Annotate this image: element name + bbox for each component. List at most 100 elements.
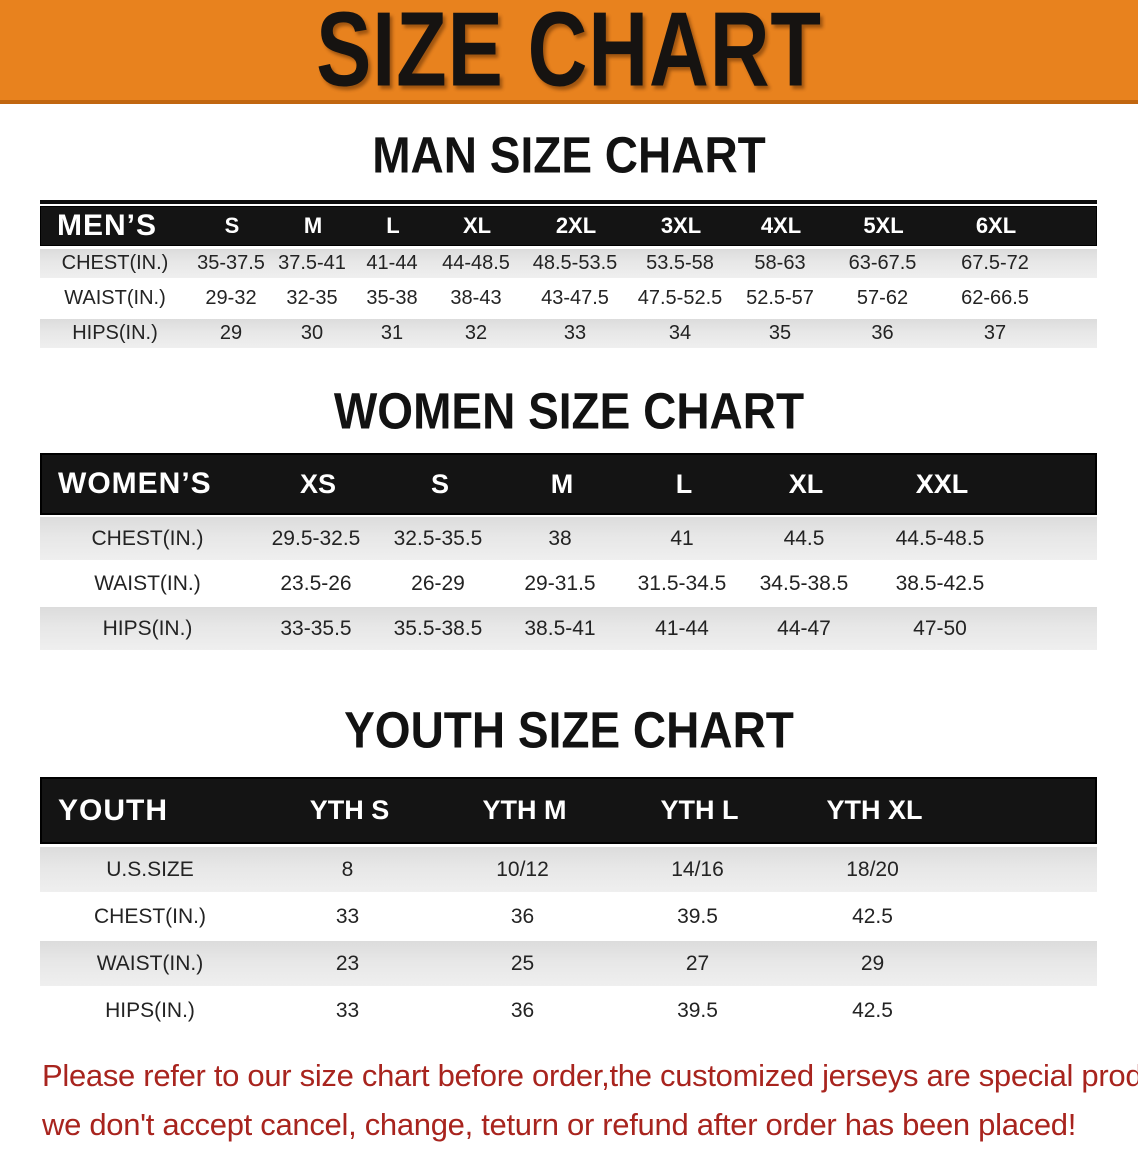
size-column-header: YTH XL bbox=[826, 795, 923, 825]
size-cell: 38 bbox=[548, 526, 572, 550]
size-cell: 32 bbox=[464, 322, 488, 344]
size-cell: 26-29 bbox=[411, 571, 465, 595]
size-cell: 52.5-57 bbox=[746, 287, 814, 309]
disclaimer-line-1: Please refer to our size chart before or… bbox=[42, 1058, 1138, 1093]
size-cell: 41-44 bbox=[655, 616, 709, 640]
women-section-heading: WOMEN SIZE CHART bbox=[333, 382, 805, 440]
size-cell: 42.5 bbox=[852, 998, 893, 1022]
size-cell: 35-37.5 bbox=[197, 252, 265, 274]
youth-section-heading: YOUTH SIZE CHART bbox=[344, 701, 794, 759]
size-cell: 38.5-41 bbox=[524, 616, 596, 640]
size-column-header: YTH L bbox=[660, 795, 739, 825]
size-cell: 32.5-35.5 bbox=[393, 526, 483, 550]
size-cell: 35.5-38.5 bbox=[393, 616, 483, 640]
size-cell: 41 bbox=[670, 526, 694, 550]
size-cell: 29 bbox=[219, 322, 243, 344]
mens-table-header: MEN’S S M L XL 2XL 3XL 4XL 5XL 6XL bbox=[40, 206, 1097, 246]
size-cell: 29.5-32.5 bbox=[271, 526, 361, 550]
size-cell: 47.5-52.5 bbox=[637, 287, 723, 309]
size-cell: 42.5 bbox=[852, 904, 893, 928]
size-cell: 39.5 bbox=[677, 998, 718, 1022]
size-cell: 39.5 bbox=[677, 904, 718, 928]
womens-size-table: WOMEN’S XS S M L XL XXL CHEST(IN.) 29.5-… bbox=[40, 453, 1097, 650]
womens-corner-label: WOMEN’S bbox=[58, 467, 212, 500]
row-label: WAIST(IN.) bbox=[96, 951, 204, 975]
size-cell: 10/12 bbox=[496, 857, 549, 881]
size-cell: 67.5-72 bbox=[961, 252, 1029, 274]
mens-corner-label: MEN’S bbox=[57, 209, 158, 242]
size-column-header: 3XL bbox=[660, 213, 702, 238]
size-cell: 43-47.5 bbox=[541, 287, 609, 309]
men-section-heading: MAN SIZE CHART bbox=[372, 126, 766, 184]
size-cell: 37 bbox=[983, 322, 1007, 344]
size-cell: 23 bbox=[335, 951, 360, 975]
row-label: WAIST(IN.) bbox=[94, 571, 201, 595]
youth-size-table: YOUTH YTH S YTH M YTH L YTH XL U.S.SIZE … bbox=[40, 777, 1097, 1033]
size-cell: 33 bbox=[335, 904, 360, 928]
size-cell: 32-35 bbox=[286, 287, 338, 309]
size-column-header: S bbox=[430, 468, 449, 499]
size-cell: 30 bbox=[300, 322, 324, 344]
size-cell: 58-63 bbox=[754, 252, 806, 274]
size-cell: 35 bbox=[768, 322, 792, 344]
size-cell: 44-47 bbox=[777, 616, 831, 640]
womens-waist-row: WAIST(IN.) 23.5-26 26-29 29-31.5 31.5-34… bbox=[40, 562, 1097, 605]
row-label: HIPS(IN.) bbox=[102, 616, 193, 640]
row-label: U.S.SIZE bbox=[106, 857, 194, 881]
size-cell: 37.5-41 bbox=[278, 252, 346, 274]
size-cell: 47-50 bbox=[913, 616, 967, 640]
youth-chest-row: CHEST(IN.) 33 36 39.5 42.5 bbox=[40, 894, 1097, 939]
size-column-header: 6XL bbox=[975, 213, 1017, 238]
size-column-header: YTH S bbox=[309, 795, 390, 825]
mens-hips-row: HIPS(IN.) 29 30 31 32 33 34 35 36 37 bbox=[40, 319, 1097, 348]
womens-table-header: WOMEN’S XS S M L XL XXL bbox=[40, 453, 1097, 515]
size-cell: 38-43 bbox=[450, 287, 502, 309]
size-cell: 29-32 bbox=[205, 287, 257, 309]
size-column-header: XL bbox=[788, 468, 824, 499]
size-column-header: M bbox=[550, 468, 574, 499]
size-cell: 53.5-58 bbox=[646, 252, 714, 274]
size-cell: 48.5-53.5 bbox=[532, 252, 618, 274]
size-cell: 29 bbox=[860, 951, 885, 975]
size-cell: 36 bbox=[510, 904, 535, 928]
row-label: CHEST(IN.) bbox=[94, 904, 206, 928]
size-cell: 14/16 bbox=[671, 857, 724, 881]
size-cell: 44.5-48.5 bbox=[895, 526, 985, 550]
size-cell: 23.5-26 bbox=[280, 571, 352, 595]
size-column-header: YTH M bbox=[482, 795, 567, 825]
size-column-header: 2XL bbox=[555, 213, 597, 238]
size-column-header: 4XL bbox=[760, 213, 802, 238]
size-column-header: XL bbox=[462, 213, 492, 238]
size-column-header: S bbox=[224, 213, 240, 238]
youth-hips-row: HIPS(IN.) 33 36 39.5 42.5 bbox=[40, 988, 1097, 1033]
size-cell: 8 bbox=[341, 857, 354, 881]
size-cell: 41-44 bbox=[366, 252, 418, 274]
youth-table-header: YOUTH YTH S YTH M YTH L YTH XL bbox=[40, 777, 1097, 844]
size-cell: 33-35.5 bbox=[280, 616, 352, 640]
womens-chest-row: CHEST(IN.) 29.5-32.5 32.5-35.5 38 41 44.… bbox=[40, 517, 1097, 560]
youth-waist-row: WAIST(IN.) 23 25 27 29 bbox=[40, 941, 1097, 986]
size-column-header: 5XL bbox=[863, 213, 904, 238]
size-cell: 57-62 bbox=[856, 287, 909, 309]
size-cell: 36 bbox=[510, 998, 535, 1022]
mens-waist-row: WAIST(IN.) 29-32 32-35 35-38 38-43 43-47… bbox=[40, 284, 1097, 313]
row-label: WAIST(IN.) bbox=[64, 287, 166, 309]
womens-hips-row: HIPS(IN.) 33-35.5 35.5-38.5 38.5-41 41-4… bbox=[40, 607, 1097, 650]
youth-corner-label: YOUTH bbox=[58, 793, 168, 827]
size-column-header: XS bbox=[299, 468, 337, 499]
size-cell: 29-31.5 bbox=[524, 571, 596, 595]
mens-size-table: MEN’S S M L XL 2XL 3XL 4XL 5XL 6XL CHEST… bbox=[40, 200, 1097, 348]
size-cell: 62-66.5 bbox=[961, 287, 1029, 309]
row-label: CHEST(IN.) bbox=[61, 252, 169, 274]
row-label: CHEST(IN.) bbox=[91, 526, 204, 550]
size-cell: 31.5-34.5 bbox=[637, 571, 727, 595]
mens-chest-row: CHEST(IN.) 35-37.5 37.5-41 41-44 44-48.5… bbox=[40, 249, 1097, 278]
size-chart-banner: SIZE CHART bbox=[0, 0, 1138, 108]
youth-ussize-row: U.S.SIZE 8 10/12 14/16 18/20 bbox=[40, 847, 1097, 892]
size-cell: 36 bbox=[871, 322, 894, 344]
size-cell: 34.5-38.5 bbox=[759, 571, 849, 595]
size-cell: 38.5-42.5 bbox=[895, 571, 985, 595]
size-cell: 18/20 bbox=[846, 857, 899, 881]
size-column-header: L bbox=[386, 213, 400, 238]
